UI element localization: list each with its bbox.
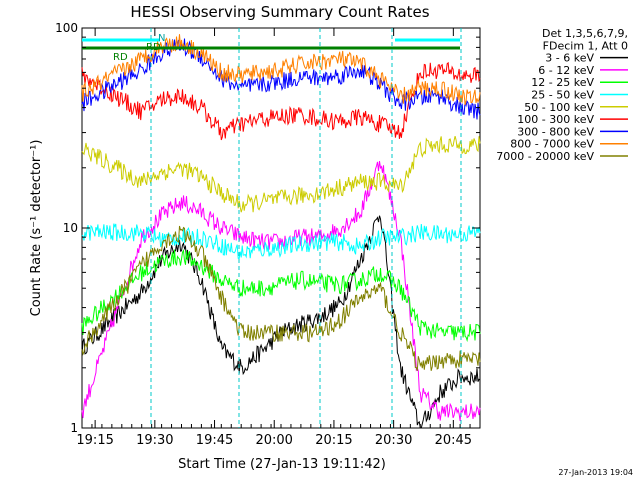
- legend: Det 1,3,5,6,7,9,FDecim 1, Att 03 - 6 keV…: [496, 27, 628, 163]
- legend-label: 7000 - 20000 keV: [496, 150, 594, 163]
- series-line-5: [81, 135, 481, 213]
- x-tick-label: 19:45: [196, 433, 233, 448]
- annotation-label: RD: [146, 42, 161, 53]
- y-tick-label: 100: [55, 21, 78, 35]
- legend-label: 12 - 25 keV: [531, 76, 594, 89]
- annotation-label: N: [158, 33, 165, 44]
- series-layer: [81, 34, 481, 429]
- x-axis-label: Start Time (27-Jan-13 19:11:42): [178, 457, 386, 472]
- x-tick-label: 20:00: [255, 433, 292, 448]
- y-tick-label: 10: [63, 221, 78, 235]
- series-line-8: [81, 34, 481, 106]
- footer-timestamp: 27-Jan-2013 19:04: [558, 468, 633, 477]
- x-tick-label: 19:30: [136, 433, 173, 448]
- legend-label: 300 - 800 keV: [517, 125, 594, 138]
- legend-label: 100 - 300 keV: [517, 113, 594, 126]
- series-line-4: [81, 223, 481, 260]
- y-axis-label: Count Rate (s⁻¹ detector⁻¹): [29, 140, 44, 317]
- chart-title: HESSI Observing Summary Count Rates: [130, 3, 429, 21]
- series-line-6: [81, 61, 481, 141]
- legend-label: 50 - 100 keV: [524, 101, 594, 114]
- series-line-2: [81, 161, 481, 421]
- y-tick-label: 1: [70, 421, 78, 435]
- x-axis: 19:15 19:30 19:45 20:00 20:15 20:30 20:45: [76, 28, 481, 448]
- series-line-3: [81, 249, 481, 343]
- annotation-label: RD: [113, 52, 128, 63]
- legend-label: 800 - 7000 keV: [510, 138, 594, 151]
- x-tick-label: 20:30: [375, 433, 412, 448]
- legend-label: 25 - 50 keV: [531, 89, 594, 102]
- series-line-9: [81, 225, 481, 371]
- legend-header: FDecim 1, Att 0: [543, 39, 628, 52]
- legend-label: 3 - 6 keV: [545, 52, 594, 65]
- legend-label: 6 - 12 keV: [538, 64, 594, 77]
- legend-header: Det 1,3,5,6,7,9,: [542, 27, 628, 40]
- y-axis: 1 10 100: [55, 21, 480, 435]
- x-tick-label: 20:15: [315, 433, 352, 448]
- x-tick-label: 19:15: [76, 433, 113, 448]
- x-tick-label: 20:45: [435, 433, 472, 448]
